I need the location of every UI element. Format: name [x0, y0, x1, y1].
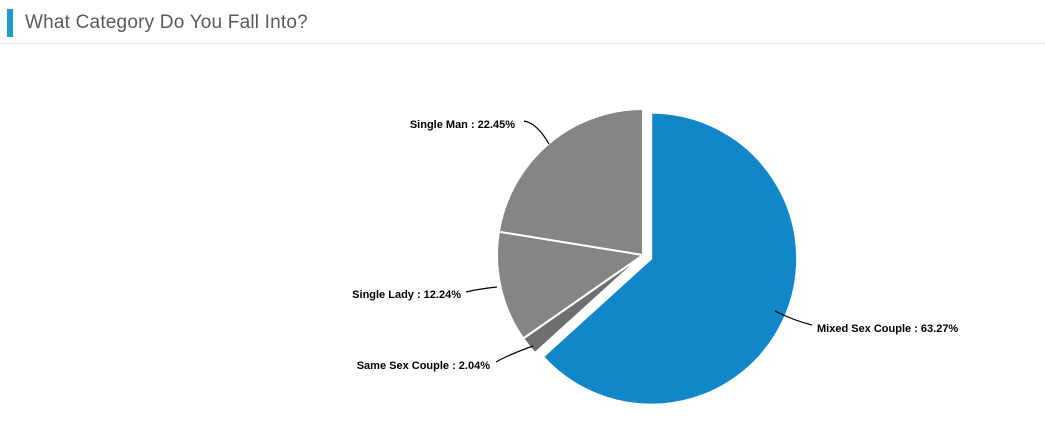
title-accent-bar [7, 9, 13, 37]
pie-slice-mixed-sex-couple[interactable] [542, 111, 799, 406]
label-connector-mixed-sex-couple [774, 310, 813, 326]
pie-slice-single-lady[interactable] [496, 230, 644, 340]
page-header: What Category Do You Fall Into? [7, 9, 308, 37]
slice-label-same-sex-couple: Same Sex Couple : 2.04% [357, 360, 490, 372]
slice-label-mixed-sex-couple: Mixed Sex Couple : 63.27% [817, 323, 958, 335]
slice-label-single-lady: Single Lady : 12.24% [352, 289, 461, 301]
slice-label-single-man: Single Man : 22.45% [410, 119, 515, 131]
pie-slice-single-man[interactable] [497, 108, 644, 256]
label-connector-single-man [523, 120, 550, 145]
chart-title: What Category Do You Fall Into? [25, 12, 308, 33]
header-divider [0, 43, 1045, 44]
label-connector-same-sex-couple [495, 345, 534, 363]
label-connector-single-lady [465, 286, 498, 293]
